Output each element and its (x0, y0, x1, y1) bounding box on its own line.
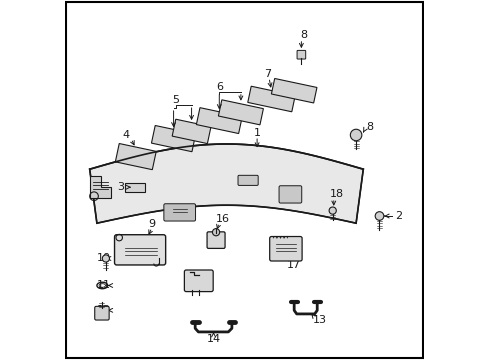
Polygon shape (172, 119, 210, 144)
FancyBboxPatch shape (114, 235, 165, 265)
Text: 14: 14 (206, 334, 220, 344)
FancyBboxPatch shape (279, 186, 301, 203)
FancyBboxPatch shape (184, 270, 213, 292)
Polygon shape (89, 176, 111, 198)
FancyBboxPatch shape (296, 50, 305, 59)
Polygon shape (247, 86, 295, 112)
Circle shape (349, 129, 361, 141)
FancyBboxPatch shape (269, 237, 302, 261)
Polygon shape (124, 183, 144, 192)
Circle shape (328, 207, 336, 214)
Text: 2: 2 (394, 211, 401, 221)
Text: 1: 1 (253, 128, 260, 138)
Text: 7: 7 (264, 69, 271, 79)
Text: 10: 10 (97, 253, 110, 264)
FancyBboxPatch shape (163, 204, 195, 221)
Polygon shape (151, 126, 195, 152)
FancyBboxPatch shape (238, 175, 258, 185)
Text: 18: 18 (329, 189, 344, 199)
Text: 15: 15 (197, 280, 211, 290)
Polygon shape (271, 78, 316, 103)
Text: 13: 13 (312, 315, 326, 325)
Text: 3: 3 (117, 182, 123, 192)
Polygon shape (196, 108, 242, 134)
Text: 17: 17 (286, 260, 301, 270)
Circle shape (212, 229, 219, 236)
Polygon shape (89, 144, 363, 223)
Text: 8: 8 (300, 30, 307, 40)
Text: 8: 8 (366, 122, 372, 132)
Polygon shape (218, 100, 263, 125)
Text: 12: 12 (96, 305, 110, 315)
Circle shape (374, 212, 383, 220)
FancyBboxPatch shape (206, 232, 224, 248)
Text: 16: 16 (216, 214, 229, 224)
FancyBboxPatch shape (95, 306, 109, 320)
Text: 5: 5 (172, 95, 179, 105)
Text: 9: 9 (148, 219, 155, 229)
Circle shape (102, 255, 109, 262)
Text: 4: 4 (122, 130, 130, 140)
Text: 11: 11 (97, 280, 110, 291)
Text: 6: 6 (215, 82, 223, 92)
Polygon shape (115, 144, 156, 170)
